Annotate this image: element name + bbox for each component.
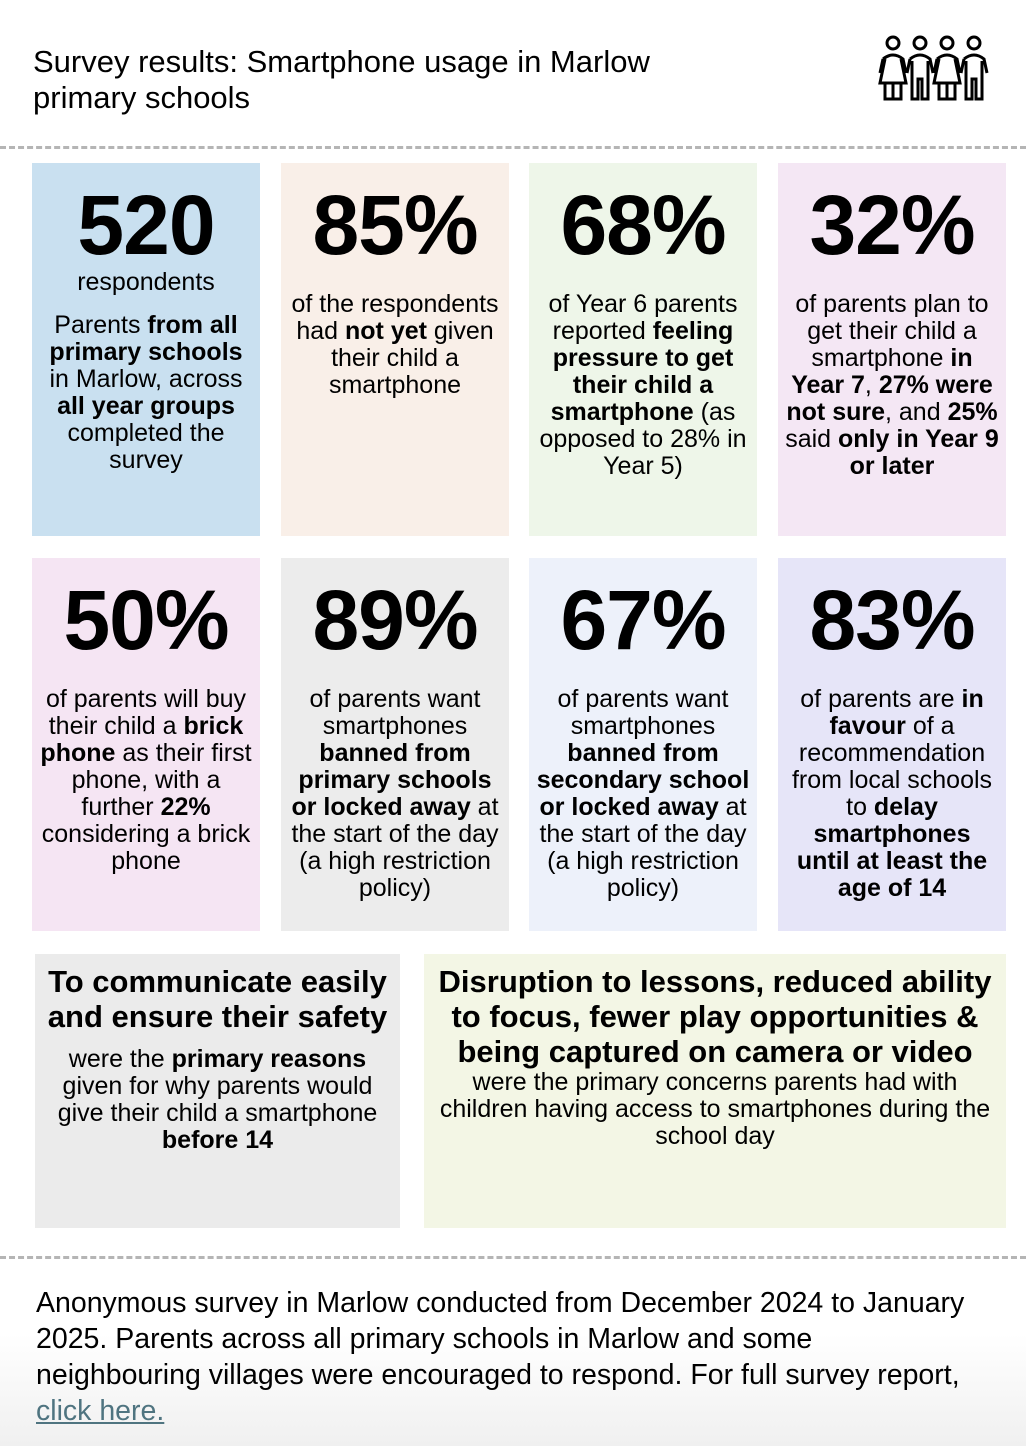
bold-text: all year groups (57, 392, 235, 420)
text-segment: as their first phone, with a further (71, 739, 252, 821)
stat-card: 520 respondents Parents from all primary s… (32, 163, 260, 536)
concerns-text: were the primary concerns parents had wi… (438, 1069, 992, 1150)
bold-text: 22% (160, 793, 211, 821)
text-segment: at the start of the day (a high restrict… (539, 793, 747, 902)
stat-card: 83% of parents are in favour of a recomme… (778, 558, 1006, 931)
bold-text: 27% were not sure (786, 371, 993, 426)
stat-description: of parents are in favour of a recommenda… (784, 686, 1000, 902)
footer-text: Anonymous survey in Marlow conducted fro… (36, 1287, 965, 1391)
page-title: Survey results: Smartphone usage in Marl… (33, 44, 650, 115)
text-segment: in Marlow, across (49, 365, 243, 393)
text-segment: at the start of the day (a high restrict… (291, 793, 499, 902)
stat-value: 89% (312, 573, 478, 667)
bold-text: only in Year 9 or later (838, 425, 999, 480)
divider (0, 1256, 1026, 1259)
stat-card: 85% of the respondents had not yet given … (281, 163, 509, 536)
stat-value: 83% (809, 573, 975, 667)
stat-description: of Year 6 parents reported feeling press… (535, 291, 751, 480)
text-segment: of parents plan to get their child a sma… (795, 290, 989, 372)
text-segment: of parents want smartphones (309, 685, 481, 740)
text-segment: , (864, 371, 879, 399)
stat-description: of parents plan to get their child a sma… (784, 291, 1000, 480)
text-segment: of parents are (800, 685, 962, 713)
text-segment: said (785, 425, 839, 453)
stat-card: 50% of parents will buy their child a bri… (32, 558, 260, 931)
text-segment: of a recommendation from local schools t… (791, 712, 993, 821)
text-segment: were the primary concerns parents had wi… (439, 1068, 991, 1150)
bold-text: brick phone (40, 712, 244, 767)
bold-text: in Year 7 (791, 344, 973, 399)
survey-report-link[interactable]: click here. (36, 1395, 165, 1427)
bold-text: before 14 (161, 1126, 274, 1154)
text-segment: of Year 6 parents reported (548, 290, 738, 345)
bold-text: 25% (947, 398, 998, 426)
family-group-icon (878, 35, 989, 101)
divider (0, 146, 1026, 149)
bold-text: banned from primary schools or locked aw… (291, 739, 492, 821)
stat-unit: respondents (77, 268, 215, 296)
bold-text: delay smartphones until at least the age… (796, 793, 988, 902)
stat-card: 68% of Year 6 parents reported feeling pr… (529, 163, 757, 536)
reasons-card: To communicate easily and ensure their s… (35, 954, 400, 1228)
concerns-card: Disruption to lessons, reduced ability t… (424, 954, 1006, 1228)
text-segment: considering a brick phone (41, 820, 251, 875)
stat-description: of parents will buy their child a brick … (38, 686, 254, 875)
text-segment: of parents want smartphones (557, 685, 729, 740)
stat-value: 32% (809, 178, 975, 272)
bold-text: not yet (345, 317, 427, 345)
reasons-text: were the primary reasons given for why p… (43, 1046, 392, 1154)
text-segment: (as opposed to 28% in Year 5) (539, 398, 747, 480)
footer-background (0, 1260, 1026, 1446)
concerns-heading: Disruption to lessons, reduced ability t… (438, 964, 992, 1069)
stat-description: of the respondents had not yet given the… (287, 291, 503, 399)
stat-value: 85% (312, 178, 478, 272)
footer-note: Anonymous survey in Marlow conducted fro… (36, 1285, 976, 1429)
text-segment: given for why parents would give their c… (57, 1072, 378, 1127)
stat-value: 67% (560, 573, 726, 667)
stat-value: 520 (77, 178, 215, 272)
text-segment: of the respondents had (291, 290, 499, 345)
text-segment: completed the survey (67, 419, 225, 474)
reasons-heading: To communicate easily and ensure their s… (47, 964, 388, 1034)
bold-text: banned from secondary school or locked a… (536, 739, 750, 821)
stat-value: 68% (560, 178, 726, 272)
bold-text: in favour (829, 685, 984, 740)
stat-description: Parents from all primary schools in Marl… (38, 312, 254, 474)
stat-card: 67% of parents want smartphones banned fr… (529, 558, 757, 931)
stat-value: 50% (63, 573, 229, 667)
stat-description: of parents want smartphones banned from … (535, 686, 751, 902)
text-segment: given their child a smartphone (328, 317, 494, 399)
text-segment: Parents (54, 311, 148, 339)
text-segment: of parents will buy their child a (45, 685, 247, 740)
text-segment: were the (68, 1045, 172, 1073)
stat-description: of parents want smartphones banned from … (287, 686, 503, 902)
stat-card: 89% of parents want smartphones banned fr… (281, 558, 509, 931)
bold-text: feeling pressure to get their child a sm… (550, 317, 734, 426)
bold-text: primary reasons (171, 1045, 367, 1073)
bold-text: from all primary schools (49, 311, 243, 366)
text-segment: , and (885, 398, 948, 426)
stat-card: 32% of parents plan to get their child a … (778, 163, 1006, 536)
